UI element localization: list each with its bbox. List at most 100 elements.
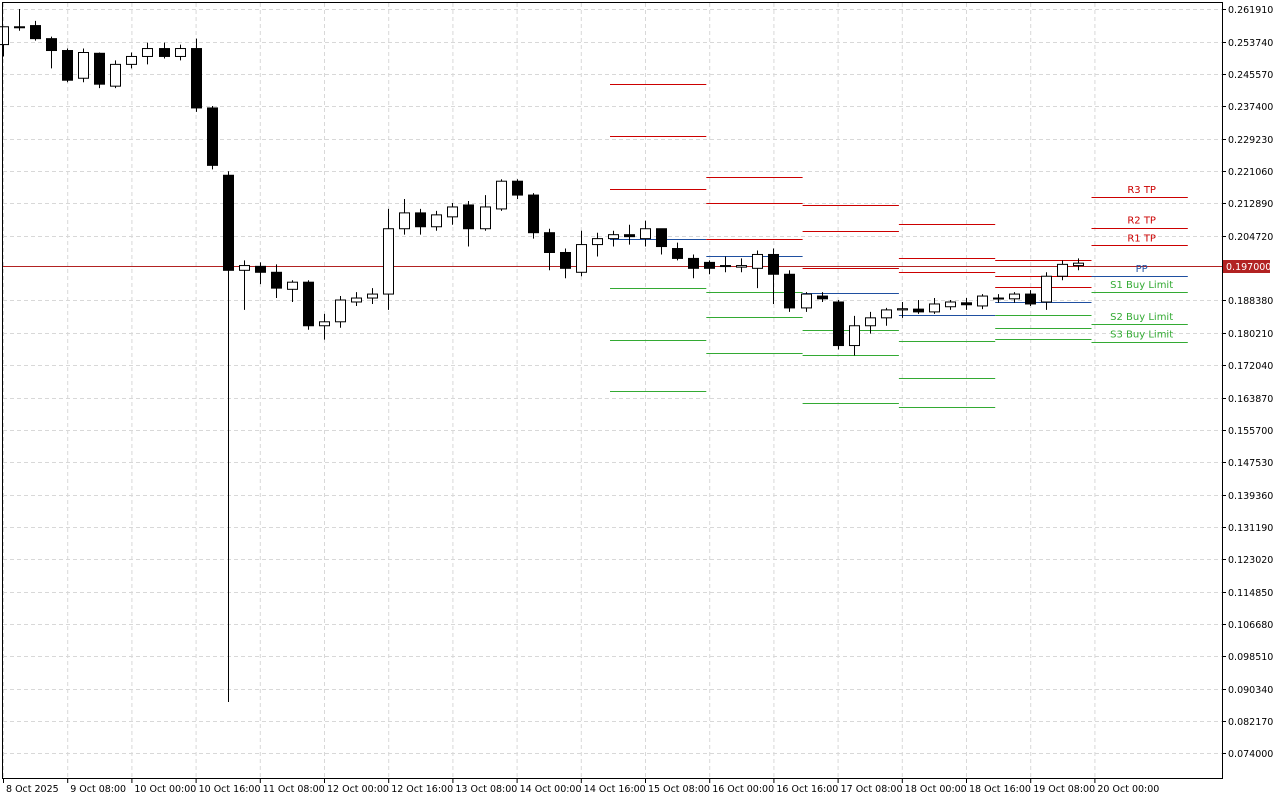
candle[interactable] xyxy=(544,228,555,271)
candle[interactable] xyxy=(1025,290,1036,306)
candle[interactable] xyxy=(913,300,924,314)
candle[interactable] xyxy=(784,270,795,312)
candle[interactable] xyxy=(512,179,523,200)
candle[interactable] xyxy=(319,313,330,340)
candle[interactable] xyxy=(480,195,491,231)
candle[interactable] xyxy=(46,36,57,69)
candle-body-bull xyxy=(110,63,121,87)
candle[interactable] xyxy=(688,254,699,279)
price-axis[interactable]: 0.261910 0.253740 0.245570 0.237400 0.229230… xyxy=(1222,5,1273,760)
candle[interactable] xyxy=(351,292,362,306)
candle[interactable] xyxy=(752,250,763,289)
y-tick-label: 0.090340 xyxy=(1228,685,1273,696)
candle[interactable] xyxy=(223,171,234,702)
candle[interactable] xyxy=(383,208,394,310)
candle[interactable] xyxy=(62,48,73,83)
candle[interactable] xyxy=(399,199,410,235)
level-labels: R3 TP R2 TP R1 TP PP S1 Buy Limit S2 Buy Limi… xyxy=(1110,185,1173,341)
candle[interactable] xyxy=(1041,272,1052,310)
x-tick-label: 19 Oct 08:00 xyxy=(1033,784,1095,795)
candle-body-bear xyxy=(463,204,474,230)
candle[interactable] xyxy=(640,220,651,247)
candle-body-bull xyxy=(14,26,25,29)
candle[interactable] xyxy=(0,26,9,57)
candle[interactable] xyxy=(367,288,378,304)
candle[interactable] xyxy=(94,52,105,89)
candle[interactable] xyxy=(1009,292,1020,303)
candle-body-bear xyxy=(817,295,828,300)
candle-body-bull xyxy=(239,265,250,271)
candle-body-bull xyxy=(142,48,153,57)
candle[interactable] xyxy=(704,260,715,275)
x-tick-label: 10 Oct 16:00 xyxy=(199,784,261,795)
candle[interactable] xyxy=(239,260,250,310)
candle[interactable] xyxy=(30,20,41,41)
candle[interactable] xyxy=(977,294,988,310)
candle[interactable] xyxy=(576,230,587,277)
candle[interactable] xyxy=(817,292,828,302)
candle[interactable] xyxy=(736,258,747,273)
candle[interactable] xyxy=(720,256,731,273)
y-tick-label: 0.098510 xyxy=(1228,652,1273,663)
candle[interactable] xyxy=(1073,258,1084,271)
candle[interactable] xyxy=(142,42,153,65)
candle[interactable] xyxy=(560,248,571,279)
candle[interactable] xyxy=(335,296,346,328)
candle[interactable] xyxy=(993,294,1004,303)
candle[interactable] xyxy=(14,8,25,31)
candle[interactable] xyxy=(897,301,908,318)
candle[interactable] xyxy=(801,292,812,312)
candle-body-bear xyxy=(784,273,795,309)
candle[interactable] xyxy=(672,242,683,261)
candle[interactable] xyxy=(191,38,202,112)
candle[interactable] xyxy=(945,300,956,310)
candle-body-bear xyxy=(512,180,523,196)
candle[interactable] xyxy=(624,224,635,245)
candle[interactable] xyxy=(207,105,218,170)
y-tick-label: 0.139360 xyxy=(1228,491,1273,502)
candle[interactable] xyxy=(287,280,298,302)
candle[interactable] xyxy=(608,230,619,247)
candle[interactable] xyxy=(528,193,539,239)
candle[interactable] xyxy=(1057,260,1068,281)
candle[interactable] xyxy=(463,201,474,247)
candle[interactable] xyxy=(656,228,667,255)
candle[interactable] xyxy=(255,262,266,285)
candle[interactable] xyxy=(865,311,876,334)
candle[interactable] xyxy=(159,42,170,59)
candle[interactable] xyxy=(833,300,844,350)
candle[interactable] xyxy=(768,248,779,304)
candle[interactable] xyxy=(881,307,892,326)
candle[interactable] xyxy=(447,202,458,225)
candle-body-bull xyxy=(126,55,137,65)
candle[interactable] xyxy=(961,298,972,310)
candle-body-bull xyxy=(720,265,731,268)
candle[interactable] xyxy=(175,44,186,61)
candle-body-bear xyxy=(271,271,282,289)
candle[interactable] xyxy=(110,60,121,89)
candle[interactable] xyxy=(415,208,426,235)
candle-body-bear xyxy=(560,251,571,269)
candle[interactable] xyxy=(78,48,89,83)
candle-body-bull xyxy=(1073,262,1084,267)
x-tick-label: 17 Oct 08:00 xyxy=(841,784,903,795)
candle-body-bull xyxy=(576,244,587,273)
candle[interactable] xyxy=(431,210,442,231)
candle[interactable] xyxy=(271,264,282,299)
candle[interactable] xyxy=(496,179,507,211)
candle-body-bull xyxy=(175,48,186,57)
candle[interactable] xyxy=(929,298,940,314)
candle-body-bear xyxy=(159,48,170,57)
candle-body-bull xyxy=(881,309,892,319)
candle-body-bear xyxy=(624,234,635,238)
candle[interactable] xyxy=(126,52,137,69)
x-tick-label: 9 Oct 08:00 xyxy=(70,784,126,795)
candle-body-bull xyxy=(319,321,330,327)
candles[interactable] xyxy=(0,8,1084,702)
candle[interactable] xyxy=(303,280,314,330)
time-axis[interactable]: 8 Oct 2025 9 Oct 08:00 10 Oct 00:00 10 Oct … xyxy=(3,778,1160,795)
candle[interactable] xyxy=(849,315,860,356)
candle[interactable] xyxy=(592,232,603,257)
